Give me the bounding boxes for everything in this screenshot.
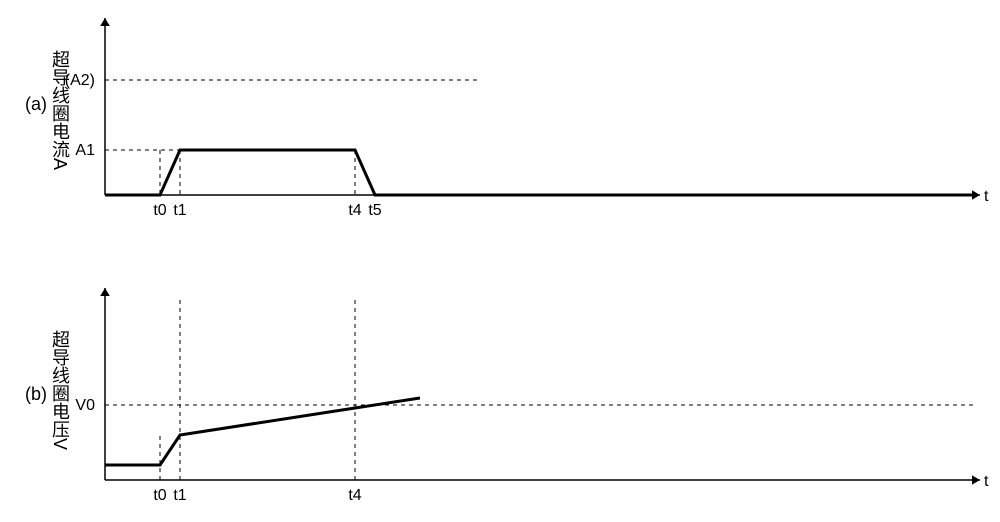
y-tick-label: A1 bbox=[75, 142, 95, 159]
arrow-head bbox=[100, 18, 110, 26]
panel-label: (b) bbox=[25, 384, 47, 404]
data-series bbox=[105, 150, 975, 195]
y-axis-title: 超导线圈电流A bbox=[50, 50, 70, 170]
x-tick-label: t1 bbox=[173, 202, 186, 219]
x-tick-label: t4 bbox=[348, 487, 361, 504]
x-axis-label: t bbox=[984, 473, 989, 490]
x-tick-label: t0 bbox=[153, 202, 166, 219]
arrow-head bbox=[100, 288, 110, 296]
panel-label: (a) bbox=[25, 94, 47, 114]
arrow-head bbox=[972, 475, 980, 485]
y-tick-label: V0 bbox=[75, 397, 95, 414]
y-axis-title: 超导线圈电压V bbox=[50, 330, 70, 450]
x-axis-label: t bbox=[984, 188, 989, 205]
x-tick-label: t0 bbox=[153, 487, 166, 504]
x-tick-label: t5 bbox=[368, 202, 381, 219]
data-series bbox=[105, 398, 420, 465]
x-tick-label: t1 bbox=[173, 487, 186, 504]
x-tick-label: t4 bbox=[348, 202, 361, 219]
